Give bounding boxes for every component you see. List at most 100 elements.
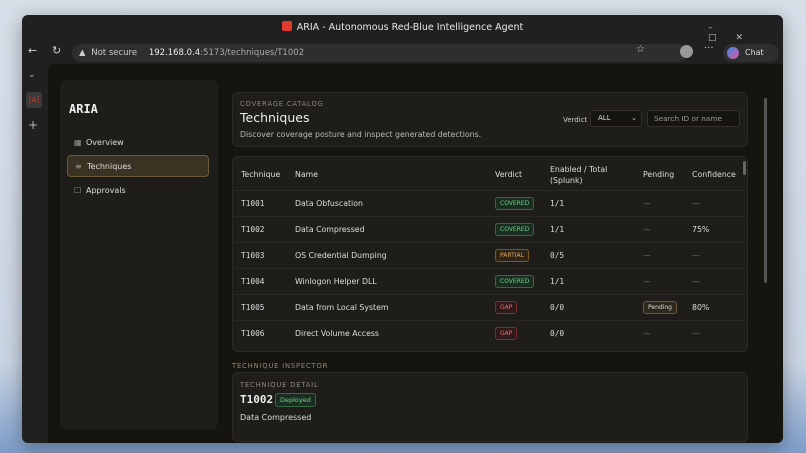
technique-name: Data Compressed bbox=[240, 413, 312, 422]
window-title: ARIA - Autonomous Red-Blue Intelligence … bbox=[296, 22, 524, 33]
cell: T1006 bbox=[241, 329, 265, 338]
cell: Direct Volume Access bbox=[295, 329, 379, 338]
section-label: TECHNIQUE INSPECTOR bbox=[232, 362, 329, 370]
url-path: :5173/techniques/T1002 bbox=[200, 48, 305, 58]
back-button[interactable]: ← bbox=[28, 44, 38, 57]
cell: T1002 bbox=[241, 225, 265, 234]
verdict-badge: GAP bbox=[495, 301, 518, 314]
chat-label: Chat bbox=[745, 48, 764, 57]
search-input[interactable]: Search ID or name bbox=[647, 110, 740, 127]
page-scrollbar bbox=[764, 98, 767, 283]
verdict-badge: COVERED bbox=[495, 197, 535, 210]
nav-label: Techniques bbox=[87, 162, 132, 171]
verdict-select[interactable]: ALL ⌄ bbox=[590, 110, 642, 127]
warning-icon: ▲ bbox=[79, 48, 86, 58]
cell: 75% bbox=[692, 225, 710, 234]
cell: 1/1 bbox=[550, 277, 565, 286]
refresh-button[interactable]: ↻ bbox=[52, 44, 62, 57]
verdict-badge: COVERED bbox=[495, 223, 535, 236]
column-header: Confidence bbox=[692, 170, 736, 179]
cell: — bbox=[692, 199, 700, 208]
select-arrow: ⌄ bbox=[631, 114, 637, 122]
sidebar: ARIA ▦ Overview ≡ Techniques ☐ Approvals bbox=[60, 80, 218, 429]
favorite-button[interactable]: ☆ bbox=[636, 44, 645, 55]
nav-icon: ☐ bbox=[74, 186, 82, 195]
table-scrollbar bbox=[743, 161, 746, 175]
technique-detail: TECHNIQUE DETAIL T1002 Deployed Data Com… bbox=[232, 372, 748, 442]
cell: — bbox=[643, 277, 651, 286]
column-header: Enabled / Total (Splunk) bbox=[550, 165, 608, 185]
cell: 0/5 bbox=[550, 251, 565, 260]
cell: — bbox=[692, 277, 700, 286]
cell: Data Obfuscation bbox=[295, 199, 363, 208]
window-controls[interactable]: –□✕ bbox=[708, 23, 763, 43]
verdict-badge: PARTIAL bbox=[495, 249, 529, 262]
cell: — bbox=[692, 251, 700, 260]
cell: 1/1 bbox=[550, 225, 565, 234]
table-row[interactable]: T1003 OS Credential Dumping PARTIAL 0/5 — — bbox=[233, 242, 747, 268]
tab-icon[interactable]: [A] bbox=[26, 92, 42, 108]
cell: T1001 bbox=[241, 199, 265, 208]
nav-item[interactable]: ☐ Approvals bbox=[67, 180, 209, 202]
subtitle: Discover coverage posture and inspect ge… bbox=[240, 130, 482, 139]
cell: — bbox=[643, 199, 651, 208]
table-row[interactable]: T1004 Winlogon Helper DLL COVERED 1/1 — — bbox=[233, 268, 747, 294]
pending-badge: Pending bbox=[643, 301, 677, 314]
cell: 0/0 bbox=[550, 329, 565, 338]
cell: T1005 bbox=[241, 303, 265, 312]
title-bar: ARIA - Autonomous Red-Blue Intelligence … bbox=[22, 15, 783, 40]
url-host: 192.168.0.4 bbox=[148, 48, 201, 58]
search-placeholder: Search ID or name bbox=[654, 114, 722, 123]
cell: — bbox=[692, 329, 700, 338]
browser-window: ARIA - Autonomous Red-Blue Intelligence … bbox=[22, 15, 783, 443]
menu-button[interactable]: ··· bbox=[704, 43, 714, 54]
eyebrow: TECHNIQUE DETAIL bbox=[240, 381, 319, 389]
cell: — bbox=[643, 251, 651, 260]
nav-icon: ▦ bbox=[74, 138, 82, 147]
cell: 80% bbox=[692, 303, 710, 312]
brand: ARIA bbox=[69, 102, 98, 116]
cell: Data from Local System bbox=[295, 303, 389, 312]
cell: 1/1 bbox=[550, 199, 565, 208]
app: ARIA ▦ Overview ≡ Techniques ☐ Approvals CO… bbox=[48, 64, 783, 443]
cell: Data Compressed bbox=[295, 225, 365, 234]
catalog-header: COVERAGE CATALOG Techniques Discover cov… bbox=[232, 92, 748, 147]
table-row[interactable]: T1002 Data Compressed COVERED 1/1 — 75% bbox=[233, 216, 747, 242]
nav-icon: ≡ bbox=[75, 162, 82, 171]
table-row[interactable]: T1006 Direct Volume Access GAP 0/0 — — bbox=[233, 320, 747, 346]
status-badge: Deployed bbox=[275, 393, 316, 407]
cell: Winlogon Helper DLL bbox=[295, 277, 377, 286]
tabs-toggle[interactable]: ⌄ bbox=[28, 70, 36, 80]
column-header: Technique bbox=[241, 170, 281, 179]
cell: OS Credential Dumping bbox=[295, 251, 387, 260]
techniques-table: Technique Name Verdict Enabled / Total (… bbox=[232, 156, 748, 352]
cell: — bbox=[643, 225, 651, 234]
select-value: ALL bbox=[598, 114, 611, 122]
profile-button[interactable] bbox=[680, 45, 693, 58]
verdict-badge: GAP bbox=[495, 327, 518, 340]
nav-item[interactable]: ▦ Overview bbox=[67, 132, 209, 154]
table-row[interactable]: T1005 Data from Local System GAP 0/0 Pending… bbox=[233, 294, 747, 320]
page-title: Techniques bbox=[240, 110, 310, 125]
address-bar[interactable]: ▲ Not secure 192.168.0.4:5173/techniques… bbox=[72, 44, 688, 62]
filter-label: Verdict bbox=[563, 116, 588, 124]
chat-icon bbox=[727, 47, 739, 59]
column-header: Pending bbox=[643, 170, 675, 179]
technique-id: T1002 bbox=[240, 393, 274, 406]
security-label: Not secure bbox=[91, 48, 138, 58]
verdict-badge: COVERED bbox=[495, 275, 535, 288]
cell: T1003 bbox=[241, 251, 265, 260]
cell: — bbox=[643, 329, 651, 338]
cell: 0/0 bbox=[550, 303, 565, 312]
eyebrow: COVERAGE CATALOG bbox=[240, 100, 324, 108]
new-tab[interactable]: + bbox=[28, 118, 39, 132]
nav-item[interactable]: ≡ Techniques bbox=[67, 155, 209, 177]
nav-label: Approvals bbox=[86, 186, 126, 195]
cell: T1004 bbox=[241, 277, 265, 286]
column-header: Verdict bbox=[495, 170, 523, 179]
app-icon bbox=[281, 21, 292, 31]
chat-button[interactable]: Chat bbox=[723, 44, 779, 62]
table-row[interactable]: T1001 Data Obfuscation COVERED 1/1 — — bbox=[233, 190, 747, 216]
